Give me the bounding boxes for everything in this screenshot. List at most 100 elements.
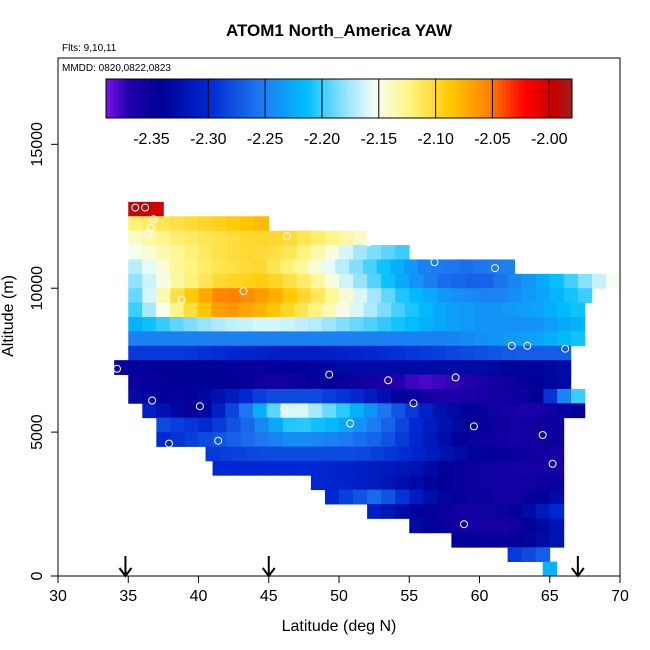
heatmap-cell — [398, 446, 413, 462]
colorbar-swatch — [261, 79, 266, 118]
sample-points — [113, 203, 570, 529]
sample-point — [283, 232, 291, 241]
heatmap-cell — [377, 374, 392, 390]
colorbar-swatch — [560, 79, 565, 118]
colorbar-swatch — [455, 79, 460, 118]
heatmap-cell — [404, 374, 420, 390]
heatmap-cell — [543, 374, 558, 390]
heatmap-cell — [280, 302, 295, 318]
heatmap-cell — [211, 345, 226, 361]
heatmap-cell — [446, 388, 461, 404]
heatmap-cell — [252, 360, 267, 375]
heatmap-cell — [339, 432, 354, 447]
colorbar-swatch — [420, 79, 425, 118]
heatmap-cell — [563, 273, 579, 289]
heatmap-cell — [296, 288, 312, 304]
colorbar-swatch — [265, 79, 270, 118]
heatmap-cell — [549, 460, 565, 476]
heatmap-cell — [487, 259, 502, 275]
heatmap-cell — [521, 532, 537, 548]
sample-point — [561, 344, 570, 353]
heatmap-cell — [169, 388, 184, 404]
heatmap-cell — [252, 374, 267, 390]
heatmap-cell — [391, 374, 406, 390]
heatmap-cell — [156, 273, 171, 289]
heatmap-cell — [226, 288, 242, 304]
heatmap-cell — [321, 388, 337, 404]
heatmap-cell — [155, 331, 171, 347]
heatmap-cell — [238, 388, 254, 404]
heatmap-cell — [169, 317, 184, 332]
heatmap-cell — [156, 245, 171, 260]
heatmap-cell — [409, 504, 424, 519]
colorbar-swatch — [408, 79, 414, 118]
heatmap-cell — [460, 302, 475, 318]
heatmap-cell — [432, 388, 447, 404]
heatmap-cell — [128, 201, 141, 217]
heatmap-cell — [465, 532, 480, 548]
heatmap-cell — [363, 374, 378, 390]
heatmap-cell — [329, 446, 344, 462]
colorbar-swatch — [315, 79, 320, 118]
colorbar-swatch — [521, 79, 526, 118]
heatmap-cell — [437, 518, 452, 534]
sample-point — [177, 295, 186, 304]
heatmap-cell — [294, 374, 309, 390]
heatmap-cell — [308, 317, 323, 332]
heatmap-cell — [156, 288, 171, 304]
heatmap-cell — [507, 489, 523, 505]
heatmap-cell — [321, 302, 337, 318]
heatmap-cell — [507, 504, 523, 519]
x-tick-label: 35 — [119, 588, 137, 605]
heatmap-cell — [493, 288, 508, 304]
sample-point — [239, 287, 248, 296]
heatmap-cell — [212, 216, 227, 232]
heatmap-cell — [219, 446, 234, 462]
heatmap-cell — [446, 360, 461, 375]
heatmap-cell — [321, 331, 337, 347]
heatmap-cell — [377, 331, 392, 347]
colorbar-swatch — [140, 79, 146, 118]
heatmap-cell — [515, 403, 530, 419]
colorbar-tick-label: -2.05 — [474, 131, 511, 148]
heatmap-cell — [357, 446, 372, 462]
colorbar-swatch — [106, 79, 111, 118]
heatmap-cell — [423, 417, 438, 433]
heatmap-cell — [268, 245, 284, 260]
sample-point — [523, 341, 532, 350]
heatmap-cell — [183, 317, 198, 332]
heatmap-cell — [431, 259, 447, 275]
heatmap-cell — [479, 518, 494, 534]
heatmap-cell — [494, 446, 510, 462]
colorbar-swatch — [346, 79, 352, 118]
heatmap-cell — [353, 230, 368, 246]
colorbar-swatch — [362, 79, 367, 118]
heatmap-cell — [349, 360, 364, 375]
colorbar-swatch — [412, 79, 418, 118]
heatmap-cell — [432, 403, 447, 419]
colorbar-swatch — [288, 79, 293, 118]
heatmap-cell — [395, 489, 410, 505]
heatmap-cell — [353, 273, 368, 289]
colorbar-swatch — [113, 79, 119, 118]
heatmap-cell — [335, 331, 351, 347]
heatmap-cell — [451, 288, 466, 304]
heatmap-cell — [465, 489, 480, 505]
heatmap-cell — [225, 345, 240, 361]
heatmap-cell — [128, 302, 143, 318]
heatmap-cell — [335, 403, 351, 419]
heatmap-cell — [493, 518, 508, 534]
heatmap-cell — [521, 288, 537, 304]
heatmap-cell — [226, 432, 242, 447]
colorbar-tick-label: -2.15 — [361, 131, 398, 148]
colorbar-swatch — [152, 79, 157, 118]
heatmap-cell — [465, 288, 480, 304]
heatmap-cell — [432, 360, 447, 375]
heatmap-cell — [529, 331, 544, 347]
colorbar-swatch — [529, 79, 534, 118]
heatmap-cell — [451, 532, 466, 548]
heatmap-cell — [155, 374, 171, 390]
sample-point — [113, 364, 121, 373]
heatmap-cell — [521, 518, 537, 534]
